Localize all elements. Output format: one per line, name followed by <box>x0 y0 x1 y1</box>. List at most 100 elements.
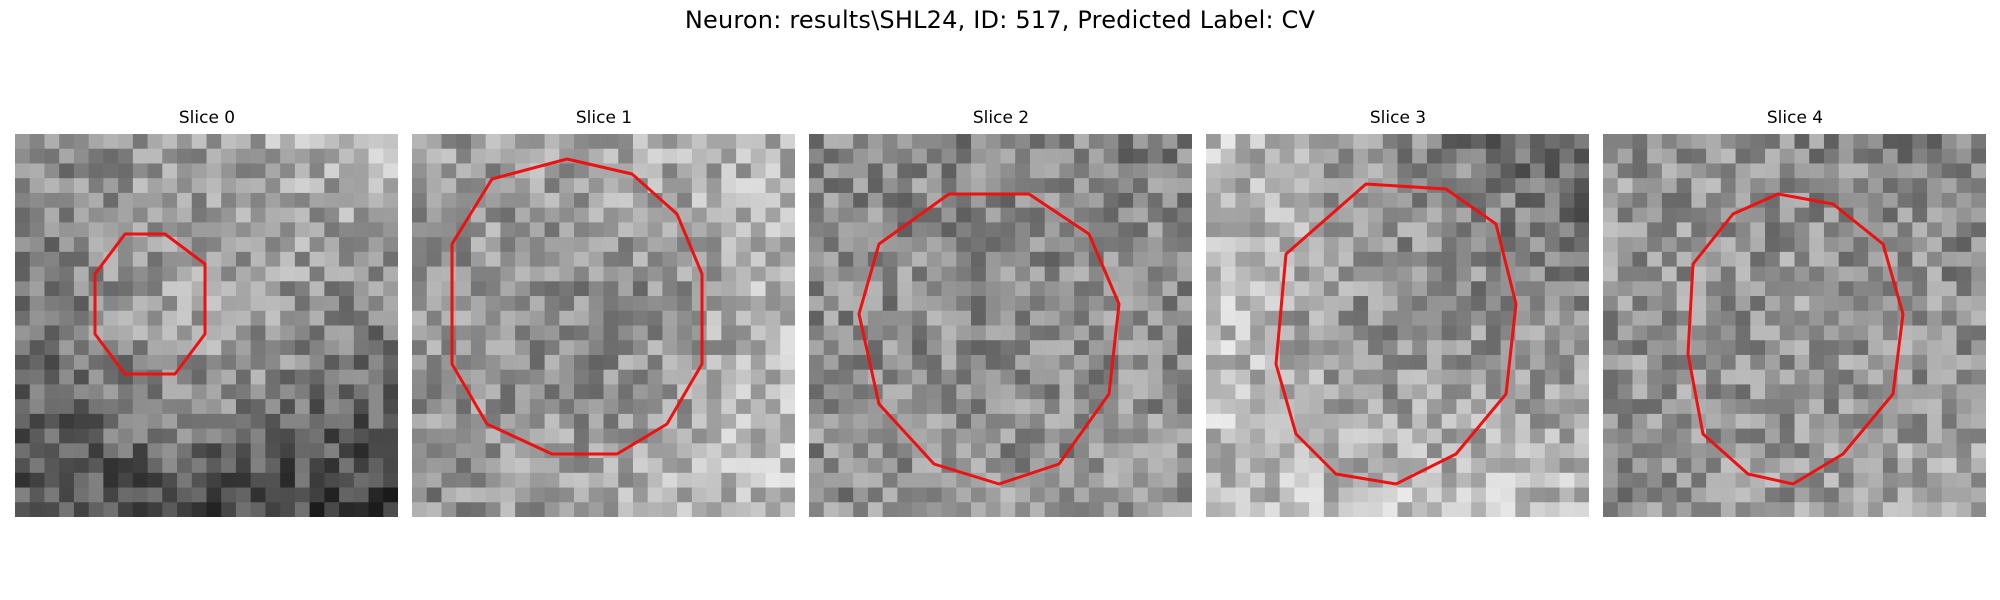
pixel-cell <box>1721 267 1736 282</box>
pixel-cell <box>1294 281 1309 296</box>
pixel-cell <box>736 340 751 355</box>
pixel-cell <box>1839 252 1854 267</box>
pixel-cell <box>1809 488 1824 503</box>
pixel-cell <box>956 237 971 252</box>
pixel-cell <box>736 267 751 282</box>
pixel-cell <box>1163 311 1178 326</box>
pixel-cell <box>207 296 222 311</box>
pixel-cell <box>1560 208 1575 223</box>
pixel-cell <box>589 296 604 311</box>
pixel-cell <box>897 458 912 473</box>
pixel-cell <box>1015 281 1030 296</box>
pixel-cell <box>1104 178 1119 193</box>
pixel-cell <box>1618 340 1633 355</box>
pixel-cell <box>133 502 148 517</box>
pixel-cell <box>1957 488 1972 503</box>
pixel-cell <box>500 149 515 164</box>
pixel-cell <box>383 429 398 444</box>
pixel-cell <box>1294 414 1309 429</box>
pixel-cell <box>1486 267 1501 282</box>
pixel-cell <box>956 252 971 267</box>
pixel-cell <box>824 163 839 178</box>
pixel-cell <box>1324 134 1339 149</box>
pixel-cell <box>310 502 325 517</box>
pixel-cell <box>1148 384 1163 399</box>
pixel-cell <box>1148 458 1163 473</box>
pixel-cell <box>1560 443 1575 458</box>
pixel-cell <box>354 473 369 488</box>
pixel-cell <box>59 384 74 399</box>
pixel-cell <box>207 458 222 473</box>
pixel-cell <box>736 311 751 326</box>
pixel-cell <box>369 384 384 399</box>
pixel-cell <box>574 208 589 223</box>
pixel-cell <box>1795 208 1810 223</box>
pixel-cell <box>310 208 325 223</box>
pixel-cell <box>559 502 574 517</box>
pixel-cell <box>1632 370 1647 385</box>
pixel-cell <box>1133 311 1148 326</box>
pixel-cell <box>59 134 74 149</box>
pixel-cell <box>1765 252 1780 267</box>
pixel-cell <box>1206 326 1221 341</box>
pixel-cell <box>1030 340 1045 355</box>
pixel-cell <box>736 296 751 311</box>
pixel-cell <box>1632 414 1647 429</box>
pixel-cell <box>1706 193 1721 208</box>
pixel-cell <box>986 208 1001 223</box>
pixel-cell <box>912 252 927 267</box>
pixel-cell <box>456 443 471 458</box>
pixel-cell <box>1309 178 1324 193</box>
pixel-cell <box>1221 296 1236 311</box>
pixel-cell <box>265 208 280 223</box>
pixel-cell <box>383 370 398 385</box>
pixel-cell <box>1677 443 1692 458</box>
pixel-cell <box>1456 134 1471 149</box>
pixel-cell <box>427 473 442 488</box>
pixel-cell <box>766 134 781 149</box>
pixel-cell <box>604 473 619 488</box>
pixel-cell <box>883 502 898 517</box>
pixel-cell <box>118 267 133 282</box>
pixel-cell <box>486 237 501 252</box>
pixel-cell <box>751 414 766 429</box>
pixel-cell <box>589 370 604 385</box>
pixel-cell <box>1163 178 1178 193</box>
pixel-cell <box>221 340 236 355</box>
pixel-cell <box>1942 458 1957 473</box>
pixel-cell <box>1560 163 1575 178</box>
pixel-cell <box>912 355 927 370</box>
pixel-cell <box>1927 443 1942 458</box>
pixel-cell <box>912 149 927 164</box>
pixel-cell <box>824 370 839 385</box>
pixel-cell <box>339 473 354 488</box>
pixel-cell <box>427 458 442 473</box>
pixel-cell <box>1545 281 1560 296</box>
pixel-cell <box>1515 311 1530 326</box>
pixel-cell <box>15 163 30 178</box>
pixel-cell <box>853 208 868 223</box>
pixel-cell <box>648 222 663 237</box>
pixel-cell <box>354 340 369 355</box>
pixel-cell <box>692 473 707 488</box>
pixel-cell <box>942 134 957 149</box>
pixel-cell <box>1853 252 1868 267</box>
pixel-cell <box>412 326 427 341</box>
pixel-cell <box>1839 488 1854 503</box>
pixel-cell <box>545 370 560 385</box>
pixel-cell <box>59 222 74 237</box>
pixel-cell <box>971 222 986 237</box>
pixel-cell <box>633 149 648 164</box>
pixel-cell <box>1104 237 1119 252</box>
pixel-cell <box>559 326 574 341</box>
pixel-cell <box>1898 473 1913 488</box>
pixel-cell <box>1059 370 1074 385</box>
pixel-cell <box>118 384 133 399</box>
pixel-cell <box>412 296 427 311</box>
pixel-cell <box>853 414 868 429</box>
pixel-cell <box>1603 193 1618 208</box>
pixel-cell <box>1324 296 1339 311</box>
pixel-cell <box>1250 429 1265 444</box>
pixel-cell <box>648 208 663 223</box>
pixel-cell <box>1427 384 1442 399</box>
